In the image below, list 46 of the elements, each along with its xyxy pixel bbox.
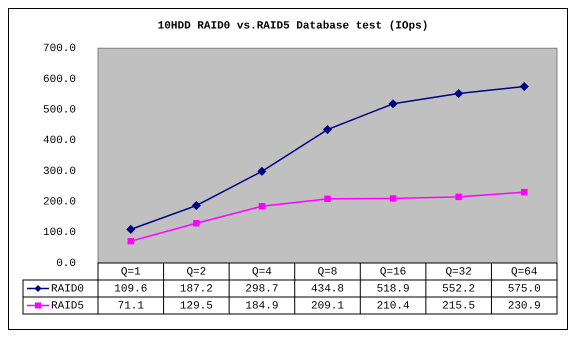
y-tick-label: 400.0 bbox=[42, 135, 76, 148]
data-label: 552.2 bbox=[442, 283, 476, 296]
point bbox=[324, 196, 331, 202]
y-tick-label: 700.0 bbox=[42, 43, 76, 56]
x-tick-label: Q=1 bbox=[120, 266, 142, 278]
y-tick-label: 200.0 bbox=[42, 196, 76, 209]
point bbox=[126, 225, 136, 234]
point bbox=[454, 89, 463, 98]
legend-label: RAID0 bbox=[51, 283, 84, 296]
data-label: 434.8 bbox=[310, 283, 344, 296]
chart-title: 10HDD RAID0 vs.RAID5 Database test (IOps) bbox=[158, 20, 428, 32]
y-tick-label: 100.0 bbox=[42, 227, 76, 240]
data-label: 518.9 bbox=[376, 283, 410, 296]
x-tick-label: Q=4 bbox=[252, 266, 272, 278]
point bbox=[128, 238, 134, 244]
data-label: 109.6 bbox=[114, 283, 148, 296]
x-tick-label: Q=32 bbox=[445, 266, 472, 278]
point bbox=[390, 195, 396, 202]
data-label: 184.9 bbox=[245, 300, 278, 312]
point bbox=[455, 194, 462, 200]
point bbox=[192, 201, 201, 210]
y-tick-label: 600.0 bbox=[42, 74, 76, 86]
point bbox=[520, 82, 528, 91]
data-label: 209.1 bbox=[310, 300, 344, 312]
data-label: 298.7 bbox=[245, 283, 278, 296]
legend-label: RAID5 bbox=[51, 300, 84, 312]
point bbox=[520, 188, 528, 196]
y-tick-label: 0.0 bbox=[56, 258, 76, 270]
x-tick-label: Q=64 bbox=[511, 266, 538, 278]
point bbox=[193, 220, 200, 226]
x-tick-label: Q=8 bbox=[318, 266, 338, 278]
point bbox=[258, 203, 266, 210]
x-tick-label: Q=16 bbox=[380, 266, 406, 278]
x-tick-label: Q=2 bbox=[186, 266, 206, 278]
data-label: 187.2 bbox=[180, 283, 213, 296]
data-label: 71.1 bbox=[118, 300, 144, 312]
data-label: 230.9 bbox=[508, 300, 541, 312]
point bbox=[388, 100, 398, 108]
point bbox=[323, 125, 332, 134]
y-tick-label: 300.0 bbox=[42, 166, 76, 178]
data-label: 210.4 bbox=[376, 300, 410, 312]
y-tick-label: 500.0 bbox=[42, 104, 76, 116]
point bbox=[258, 167, 266, 176]
data-label: 129.5 bbox=[180, 300, 213, 312]
data-label: 575.0 bbox=[508, 283, 541, 296]
data-label: 215.5 bbox=[442, 300, 476, 312]
